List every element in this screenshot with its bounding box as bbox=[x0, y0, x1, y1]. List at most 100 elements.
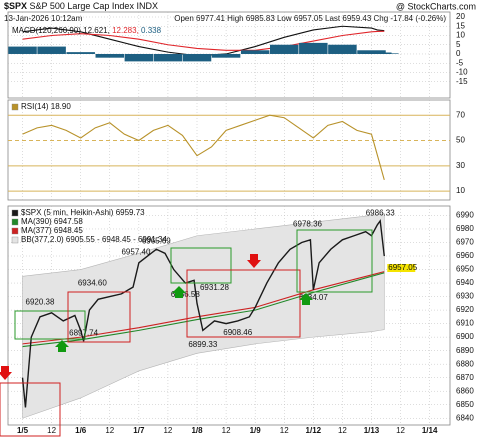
x-tick-label: 12 bbox=[105, 426, 114, 435]
y-tick-label: 10 bbox=[456, 186, 465, 195]
symbol: $SPX bbox=[4, 1, 27, 11]
y-tick-label: 6940 bbox=[456, 278, 474, 287]
y-tick-label: 70 bbox=[456, 110, 465, 119]
price-annotation: 6899.33 bbox=[188, 340, 217, 349]
arrow-down bbox=[247, 254, 261, 268]
y-tick-label: 0 bbox=[456, 49, 461, 58]
legend-entry: BB(377,2.0) 6905.55 - 6948.45 - 6991.34 bbox=[21, 235, 167, 244]
x-tick-label: 12 bbox=[338, 426, 347, 435]
x-tick-label: 12 bbox=[396, 426, 405, 435]
y-tick-label: 6960 bbox=[456, 251, 474, 260]
x-tick-label: 12 bbox=[163, 426, 172, 435]
x-tick-label: 1/6 bbox=[75, 426, 87, 435]
histogram-bar bbox=[153, 53, 183, 62]
exchange: INDX bbox=[136, 1, 158, 11]
price-annotation: 6965.69 bbox=[142, 236, 171, 245]
histogram-bar bbox=[299, 42, 328, 54]
box bbox=[14, 310, 86, 340]
legend-swatch bbox=[11, 103, 19, 111]
y-tick-label: 20 bbox=[456, 12, 465, 21]
x-tick-label: 12 bbox=[222, 426, 231, 435]
histogram-bar bbox=[182, 53, 212, 62]
legend-entry: 12.621, bbox=[83, 26, 110, 35]
legend: MACD(120,260,90) 12.621, 12.283, 0.338 bbox=[12, 26, 162, 35]
histogram-bar bbox=[124, 53, 154, 62]
price-annotation: 6908.46 bbox=[223, 328, 252, 337]
histogram-bar bbox=[370, 53, 399, 54]
x-tick-label: 1/8 bbox=[191, 426, 203, 435]
histogram-bar bbox=[211, 53, 241, 58]
histogram-bar bbox=[66, 52, 95, 54]
y-tick-label: -10 bbox=[456, 68, 468, 77]
header-line: $SPX S&P 500 Large Cap Index INDX bbox=[4, 1, 158, 11]
x-tick-label: 1/14 bbox=[422, 426, 438, 435]
y-tick-label: 10 bbox=[456, 31, 465, 40]
box bbox=[0, 382, 61, 437]
y-tick-label: 6990 bbox=[456, 211, 474, 220]
source: @ StockCharts.com bbox=[396, 1, 476, 11]
series-line bbox=[21, 218, 385, 408]
y-tick-label: 30 bbox=[456, 161, 465, 170]
y-tick-label: 6930 bbox=[456, 292, 474, 301]
y-tick-label: 6980 bbox=[456, 224, 474, 233]
arrow-up bbox=[299, 293, 313, 305]
box bbox=[67, 291, 131, 343]
histogram-bar bbox=[357, 50, 386, 54]
legend-entry: 0.338 bbox=[141, 26, 162, 35]
histogram-bar bbox=[270, 44, 299, 54]
arrows bbox=[0, 254, 313, 380]
histogram-bar bbox=[8, 46, 37, 54]
y-tick-label: 6970 bbox=[456, 238, 474, 247]
series-line bbox=[22, 271, 385, 345]
price-annotation: 6957.40 bbox=[121, 248, 150, 257]
y-tick-label: 50 bbox=[456, 136, 465, 145]
y-tick-label: 6880 bbox=[456, 359, 474, 368]
y-tick-label: -15 bbox=[456, 77, 468, 86]
price-annotation: 6934.60 bbox=[78, 278, 107, 287]
price-annotation: 6920.38 bbox=[26, 298, 55, 307]
histogram-bar bbox=[363, 52, 392, 54]
x-tick-label: 1/13 bbox=[364, 426, 380, 435]
x-tick-label: 1/9 bbox=[250, 426, 262, 435]
x-tick-label: 1/5 bbox=[17, 426, 29, 435]
legend-entry: $SPX (5 min, Heikin-Ashi) 6959.73 bbox=[21, 208, 145, 217]
legend-swatch bbox=[11, 209, 19, 217]
legend-entry: 12.283, bbox=[112, 26, 139, 35]
arrow-down bbox=[0, 366, 12, 380]
price-annotation: 6897.74 bbox=[69, 328, 98, 337]
histogram-bar bbox=[37, 46, 66, 54]
legend-swatch bbox=[11, 236, 19, 244]
x-tick-label: 12 bbox=[47, 426, 56, 435]
arrow-up bbox=[172, 286, 186, 298]
panel-frame bbox=[7, 11, 451, 99]
y-tick-label: 6950 bbox=[456, 265, 474, 274]
y-tick-label: 6860 bbox=[456, 386, 474, 395]
y-tick-label: 6890 bbox=[456, 346, 474, 355]
histogram-bar bbox=[328, 44, 357, 54]
box bbox=[296, 229, 373, 293]
y-tick-label: 6910 bbox=[456, 319, 474, 328]
arrow-up bbox=[55, 340, 69, 352]
price-annotation: 6978.36 bbox=[293, 219, 322, 228]
quote: Open 6977.41 High 6985.83 Low 6957.05 La… bbox=[174, 14, 446, 23]
price-annotation: 6986.33 bbox=[366, 209, 395, 218]
box bbox=[170, 247, 232, 284]
y-tick-label: 6920 bbox=[456, 305, 474, 314]
index-name: S&P 500 Large Cap Index bbox=[30, 1, 135, 11]
histogram-bar bbox=[95, 53, 125, 58]
last-price-tag bbox=[387, 264, 416, 273]
y-tick-label: 6850 bbox=[456, 400, 474, 409]
legend-entry: MA(390) 6947.58 bbox=[21, 217, 83, 226]
legend-swatch bbox=[11, 227, 19, 235]
date: 13-Jan-2026 10:12am bbox=[4, 14, 83, 23]
price-annotation: 6936.58 bbox=[171, 290, 200, 299]
y-tick-label: 5 bbox=[456, 40, 461, 49]
legend-entry: MA(377) 6948.45 bbox=[21, 226, 83, 235]
series-line bbox=[22, 30, 385, 51]
y-tick-label: 6900 bbox=[456, 332, 474, 341]
x-tick-label: 1/7 bbox=[133, 426, 145, 435]
legend-swatch bbox=[11, 218, 19, 226]
panel-frame bbox=[7, 205, 451, 426]
y-tick-label: 6840 bbox=[456, 413, 474, 422]
